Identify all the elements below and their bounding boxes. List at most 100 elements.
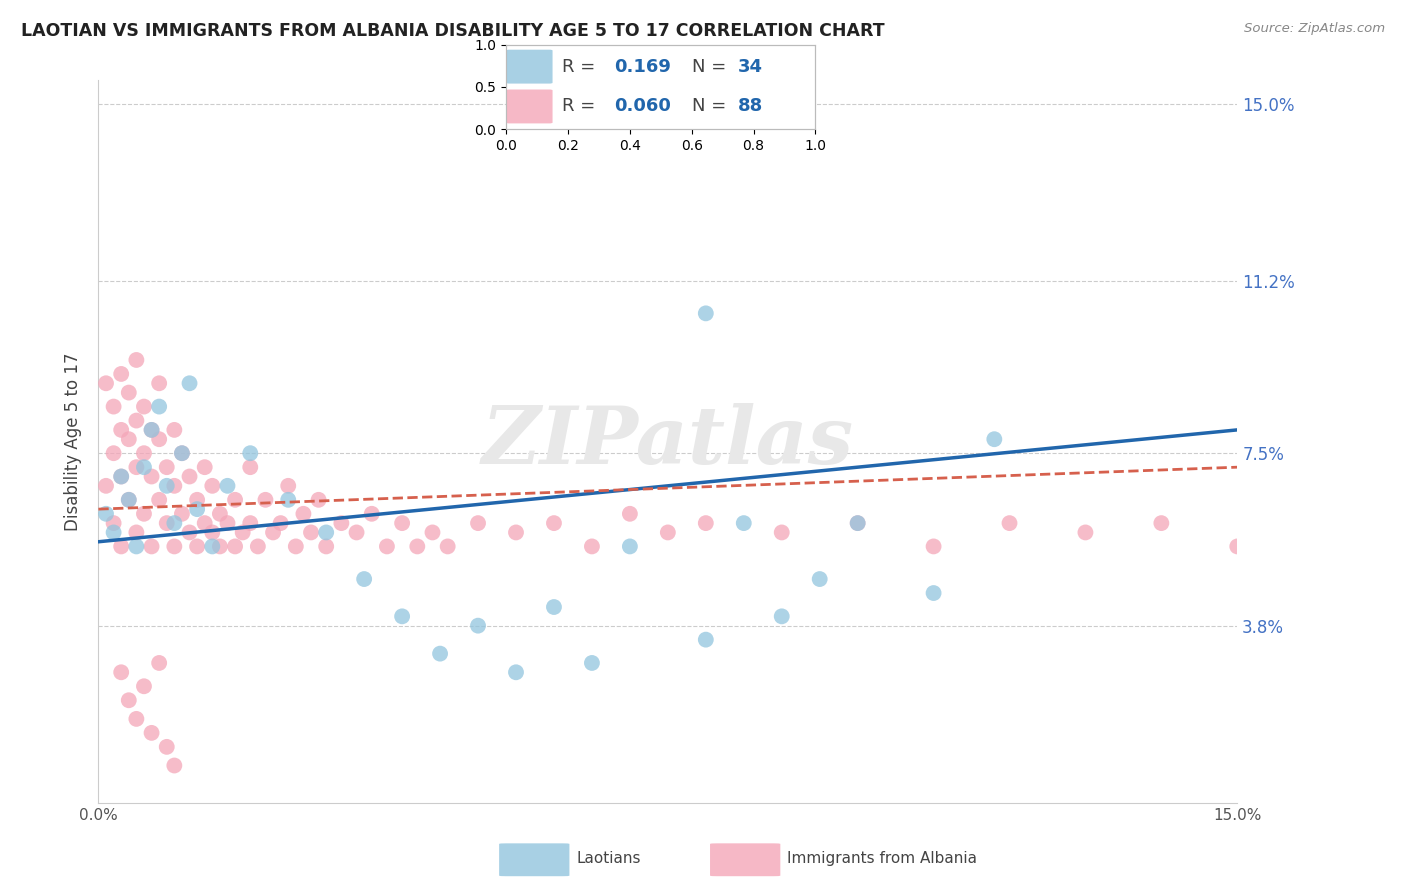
Point (156, 479, 179, 493)
Point (125, 460, 148, 475)
Point (770, 525, 793, 540)
Point (141, 540, 163, 554)
Point (118, 492, 141, 507)
Point (179, 469, 201, 483)
Point (391, 516, 413, 530)
Point (262, 525, 284, 540)
Point (118, 432, 141, 446)
Text: R =: R = (562, 97, 595, 115)
Point (619, 540, 641, 554)
Point (232, 525, 254, 540)
Point (94, 507, 117, 521)
Point (375, 540, 398, 554)
Point (360, 507, 382, 521)
Point (141, 423, 163, 437)
Point (422, 525, 444, 540)
Point (125, 712, 148, 726)
Point (998, 516, 1021, 530)
Point (148, 492, 170, 507)
Text: 0.060: 0.060 (614, 97, 671, 115)
Point (467, 516, 489, 530)
Point (103, 516, 125, 530)
Point (543, 516, 565, 530)
Point (163, 423, 186, 437)
Point (346, 525, 368, 540)
Point (217, 516, 239, 530)
Point (125, 540, 148, 554)
Point (315, 525, 337, 540)
Point (186, 492, 208, 507)
Point (118, 385, 141, 400)
Text: 0.169: 0.169 (614, 58, 671, 76)
Point (922, 540, 945, 554)
Point (277, 479, 299, 493)
Point (118, 492, 141, 507)
FancyBboxPatch shape (710, 843, 780, 876)
Text: ZIPatlas: ZIPatlas (482, 403, 853, 480)
Point (315, 540, 337, 554)
Point (308, 492, 330, 507)
Point (922, 586, 945, 600)
Point (239, 446, 262, 460)
Text: N =: N = (692, 97, 725, 115)
Point (201, 479, 224, 493)
Point (170, 507, 193, 521)
Point (163, 479, 186, 493)
Point (132, 400, 155, 414)
Point (132, 446, 155, 460)
Point (163, 540, 186, 554)
Y-axis label: Disability Age 5 to 17: Disability Age 5 to 17 (65, 352, 83, 531)
Point (436, 540, 458, 554)
Point (239, 460, 262, 475)
Point (770, 609, 793, 624)
FancyBboxPatch shape (499, 843, 569, 876)
Point (141, 726, 163, 740)
Point (330, 516, 353, 530)
Point (277, 492, 299, 507)
Point (132, 460, 155, 475)
Point (1150, 516, 1173, 530)
Text: LAOTIAN VS IMMIGRANTS FROM ALBANIA DISABILITY AGE 5 TO 17 CORRELATION CHART: LAOTIAN VS IMMIGRANTS FROM ALBANIA DISAB… (21, 22, 884, 40)
Point (467, 618, 489, 632)
Text: Laotians: Laotians (576, 851, 641, 866)
Point (406, 540, 429, 554)
Point (110, 540, 132, 554)
Point (110, 469, 132, 483)
Point (94, 376, 117, 391)
Point (246, 540, 269, 554)
Point (141, 469, 163, 483)
Point (543, 600, 565, 615)
Point (846, 516, 869, 530)
Point (201, 525, 224, 540)
Point (429, 647, 451, 661)
Point (846, 516, 869, 530)
Point (148, 400, 170, 414)
Point (103, 446, 125, 460)
Point (808, 572, 831, 586)
Point (125, 525, 148, 540)
Point (505, 665, 527, 680)
FancyBboxPatch shape (506, 89, 553, 123)
Point (179, 376, 201, 391)
Point (201, 540, 224, 554)
Point (148, 432, 170, 446)
Point (132, 679, 155, 693)
Point (254, 492, 277, 507)
Text: Immigrants from Albania: Immigrants from Albania (787, 851, 977, 866)
Point (156, 516, 179, 530)
Point (292, 507, 315, 521)
Point (619, 507, 641, 521)
Point (505, 525, 527, 540)
Point (299, 525, 322, 540)
Point (103, 525, 125, 540)
Point (148, 376, 170, 391)
Point (110, 423, 132, 437)
Point (217, 479, 239, 493)
Point (163, 516, 186, 530)
Text: 34: 34 (738, 58, 763, 76)
Point (118, 693, 141, 707)
Point (284, 540, 307, 554)
Point (110, 367, 132, 381)
Point (186, 540, 208, 554)
Point (733, 516, 755, 530)
